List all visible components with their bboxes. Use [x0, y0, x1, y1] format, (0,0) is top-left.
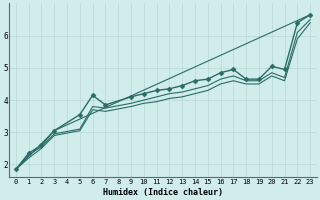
- X-axis label: Humidex (Indice chaleur): Humidex (Indice chaleur): [103, 188, 223, 197]
